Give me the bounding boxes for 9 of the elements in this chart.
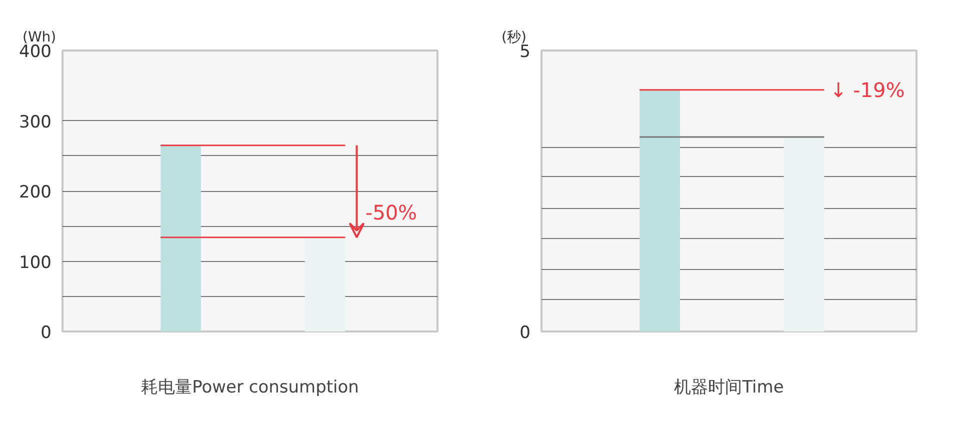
x-axis-title: 机器时间Time: [674, 378, 784, 398]
y-tick-label: 0: [40, 323, 52, 343]
annotation: ↓ -19%: [830, 78, 905, 102]
y-tick-label: 100: [19, 252, 52, 273]
y-tick-label: 300: [19, 112, 52, 132]
annotation: -50%: [365, 200, 418, 225]
y-tick-label: 0: [520, 323, 531, 343]
x-axis-title: 耗电量Power consumption: [141, 378, 359, 398]
y-tick-label: 200: [19, 182, 52, 202]
